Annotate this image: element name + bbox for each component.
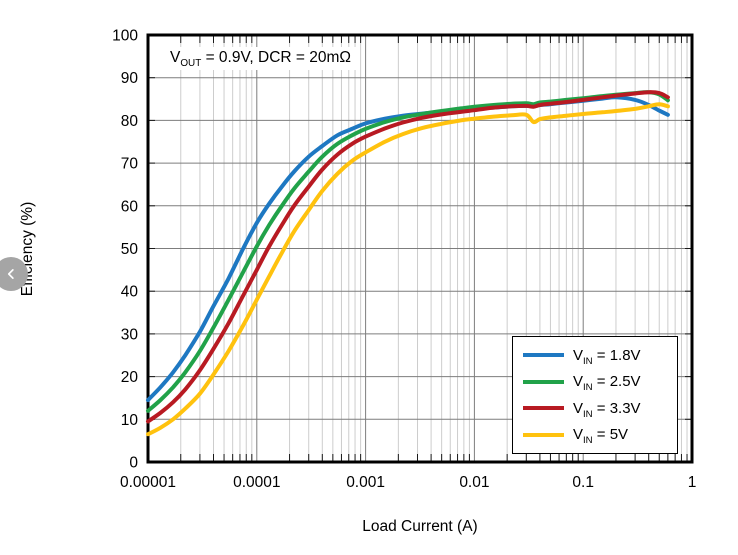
y-tick-label: 30: [121, 326, 139, 343]
y-tick-label: 50: [121, 241, 139, 258]
y-axis-title: Efficiency (%): [19, 201, 36, 297]
y-tick-label: 20: [121, 369, 139, 386]
y-tick-label: 0: [129, 455, 138, 472]
x-tick-label: 0.001: [346, 474, 385, 491]
y-tick-label: 90: [121, 70, 139, 87]
legend-swatch: [523, 353, 564, 358]
y-tick-label: 60: [121, 198, 139, 215]
legend-label: VIN = 1.8V: [573, 346, 641, 367]
x-tick-label: 0.00001: [120, 474, 176, 491]
curve-vin-3-3v: [146, 90, 670, 424]
annotation-subscript: OUT: [180, 58, 202, 70]
legend-swatch: [523, 432, 564, 437]
carousel-prev-button[interactable]: [0, 257, 28, 291]
y-tick-label: 10: [121, 412, 139, 429]
chevron-left-icon: [7, 269, 14, 279]
tick-marks: [149, 34, 691, 463]
legend-item-vin-2-5v: VIN = 2.5V: [523, 373, 673, 394]
y-tick-label: 100: [112, 28, 138, 45]
legend-label: VIN = 2.5V: [573, 373, 641, 394]
legend: VIN = 1.8V VIN = 2.5V VIN = 3.3V VIN = 5V: [512, 336, 678, 454]
legend-swatch: [523, 379, 564, 384]
curve-vin-5v: [146, 102, 670, 437]
y-tick-label: 40: [121, 284, 139, 301]
legend-item-vin-3-3v: VIN = 3.3V: [523, 399, 673, 420]
legend-label: VIN = 3.3V: [573, 399, 641, 420]
x-tick-label: 0.01: [459, 474, 489, 491]
legend-label: VIN = 5V: [573, 426, 629, 447]
annotation-text: = 0.9V, DCR = 20mΩ: [201, 49, 351, 66]
x-axis-title: Load Current (A): [362, 518, 478, 535]
x-tick-labels: 0.00001 0.0001 0.001 0.01 0.1 1: [120, 474, 696, 491]
x-tick-label: 1: [688, 474, 697, 491]
x-tick-label: 0.0001: [233, 474, 280, 491]
legend-swatch: [523, 406, 564, 411]
chart-annotation: VOUT = 0.9V, DCR = 20mΩ: [163, 47, 358, 70]
legend-item-vin-1-8v: VIN = 1.8V: [523, 346, 673, 367]
y-tick-labels: 0 10 20 30 40 50 60 70 80 90 100: [112, 28, 138, 472]
plot-border: [146, 33, 694, 464]
y-tick-label: 80: [121, 113, 139, 130]
annotation-variable: V: [170, 49, 181, 66]
legend-item-vin-5v: VIN = 5V: [523, 426, 673, 447]
x-tick-label: 0.1: [572, 474, 594, 491]
y-tick-label: 70: [121, 156, 139, 173]
